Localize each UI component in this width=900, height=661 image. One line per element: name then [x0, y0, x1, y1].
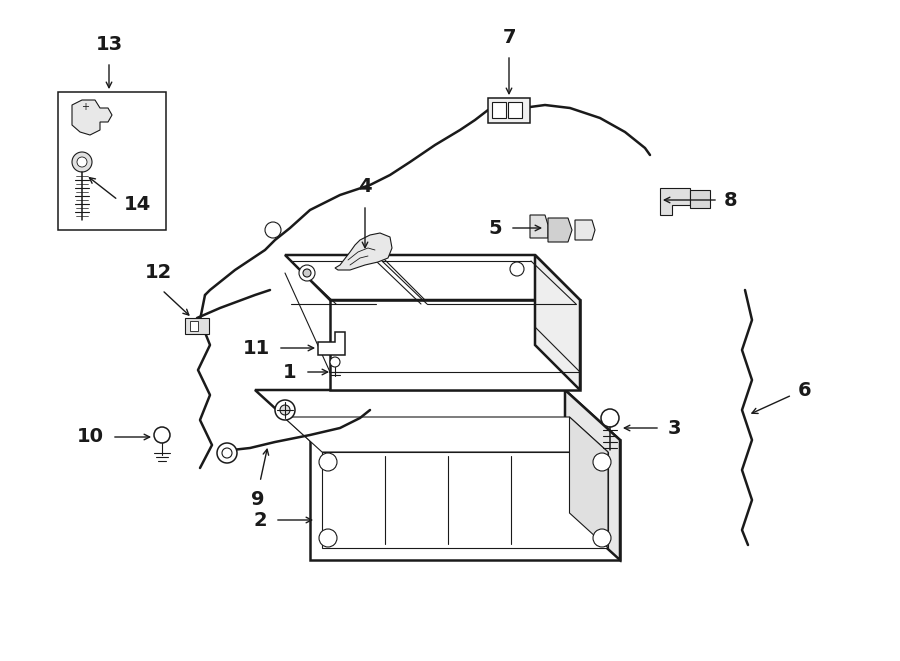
Bar — [488, 98, 530, 123]
Bar — [492, 102, 506, 118]
Circle shape — [265, 222, 281, 238]
Circle shape — [319, 453, 337, 471]
Text: 1: 1 — [283, 362, 296, 381]
Circle shape — [593, 453, 611, 471]
Text: 14: 14 — [124, 194, 151, 214]
Circle shape — [280, 405, 290, 415]
Bar — [508, 102, 522, 118]
Polygon shape — [565, 390, 620, 560]
Text: 13: 13 — [95, 35, 122, 54]
Polygon shape — [72, 100, 112, 135]
Circle shape — [154, 427, 170, 443]
Text: 7: 7 — [502, 28, 516, 47]
Text: 2: 2 — [254, 510, 267, 529]
Text: 10: 10 — [77, 428, 104, 446]
Text: 8: 8 — [724, 190, 738, 210]
Polygon shape — [335, 233, 392, 270]
Polygon shape — [690, 190, 710, 208]
Circle shape — [593, 529, 611, 547]
Polygon shape — [310, 440, 620, 560]
Polygon shape — [318, 332, 345, 355]
Circle shape — [77, 157, 87, 167]
Polygon shape — [255, 390, 620, 440]
Polygon shape — [284, 417, 608, 452]
Circle shape — [275, 400, 295, 420]
Circle shape — [217, 443, 237, 463]
Polygon shape — [285, 255, 580, 300]
Text: 9: 9 — [251, 490, 265, 509]
Polygon shape — [535, 255, 580, 390]
Polygon shape — [530, 215, 548, 238]
Circle shape — [303, 269, 311, 277]
Polygon shape — [660, 188, 690, 215]
Polygon shape — [322, 452, 608, 548]
Text: 3: 3 — [668, 418, 681, 438]
Text: 12: 12 — [144, 263, 172, 282]
Text: 11: 11 — [243, 338, 270, 358]
Polygon shape — [570, 417, 608, 548]
Polygon shape — [330, 300, 580, 390]
Polygon shape — [575, 220, 595, 240]
Bar — [185, 318, 209, 334]
Bar — [58, 92, 166, 230]
Text: 4: 4 — [358, 177, 372, 196]
Circle shape — [72, 152, 92, 172]
Circle shape — [222, 448, 232, 458]
Circle shape — [299, 265, 315, 281]
Text: 6: 6 — [798, 381, 812, 399]
Text: 5: 5 — [489, 219, 502, 237]
Circle shape — [510, 262, 524, 276]
Circle shape — [330, 357, 340, 367]
Text: +: + — [81, 102, 89, 112]
Circle shape — [319, 529, 337, 547]
Polygon shape — [548, 218, 572, 242]
Circle shape — [601, 409, 619, 427]
Bar — [190, 321, 198, 331]
